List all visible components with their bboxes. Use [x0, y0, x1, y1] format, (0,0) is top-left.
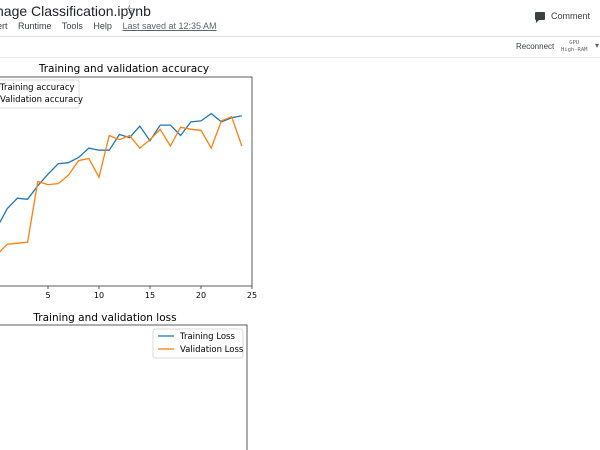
menu-insert[interactable]: ert	[0, 21, 8, 31]
accuracy-legend-box	[0, 79, 80, 109]
comment-icon	[535, 12, 545, 23]
star-icon[interactable]: ☆	[123, 2, 136, 18]
x-tick-label: 20	[196, 291, 206, 300]
runtime-indicator[interactable]: GPU High-RAM	[561, 40, 588, 54]
runtime-ram-label: High-RAM	[561, 47, 588, 53]
comment-label: Comment	[551, 11, 591, 21]
last-saved-link[interactable]: Last saved at 12:35 AM	[122, 21, 217, 31]
legend-validation-accuracy: Validation accuracy	[0, 95, 83, 105]
x-tick-label: 15	[145, 291, 155, 300]
loss-chart-title: Training and validation loss	[32, 312, 176, 324]
accuracy-plot-frame	[0, 76, 253, 287]
accuracy-chart: Training and validation accuracy 5 10 15 20…	[0, 63, 257, 300]
x-tick-label: 25	[247, 291, 257, 300]
loss-chart: Training and validation loss Training Lo…	[0, 312, 248, 450]
x-tick-label: 5	[45, 291, 50, 300]
legend-training-accuracy: Training accuracy	[0, 83, 75, 93]
validation-accuracy-line	[0, 115, 243, 253]
x-tick-label: 10	[94, 291, 104, 300]
training-accuracy-line	[0, 112, 242, 224]
legend-validation-loss: Validation Loss	[180, 345, 244, 355]
menu-help[interactable]: Help	[93, 21, 112, 31]
chevron-down-icon[interactable]: ▾	[595, 41, 600, 50]
notebook-title[interactable]: nage Classification.ipynb	[0, 3, 151, 19]
accuracy-chart-title: Training and validation accuracy	[38, 63, 209, 75]
reconnect-button[interactable]: Reconnect	[516, 42, 555, 51]
legend-training-loss: Training Loss	[179, 332, 235, 342]
menu-runtime[interactable]: Runtime	[18, 21, 52, 31]
top-bar: nage Classification.ipynb ☆ ert Runtime …	[0, 0, 600, 36]
menu-tools[interactable]: Tools	[61, 21, 83, 31]
notebook-toolbar: Reconnect GPU High-RAM ▾	[0, 36, 600, 58]
loss-plot-frame	[0, 324, 248, 450]
loss-legend-box	[152, 328, 244, 359]
runtime-gpu-label: GPU	[569, 40, 580, 46]
menu-bar: ert Runtime Tools Help Last saved at 12:…	[0, 21, 225, 31]
comment-button[interactable]: Comment	[535, 11, 591, 23]
